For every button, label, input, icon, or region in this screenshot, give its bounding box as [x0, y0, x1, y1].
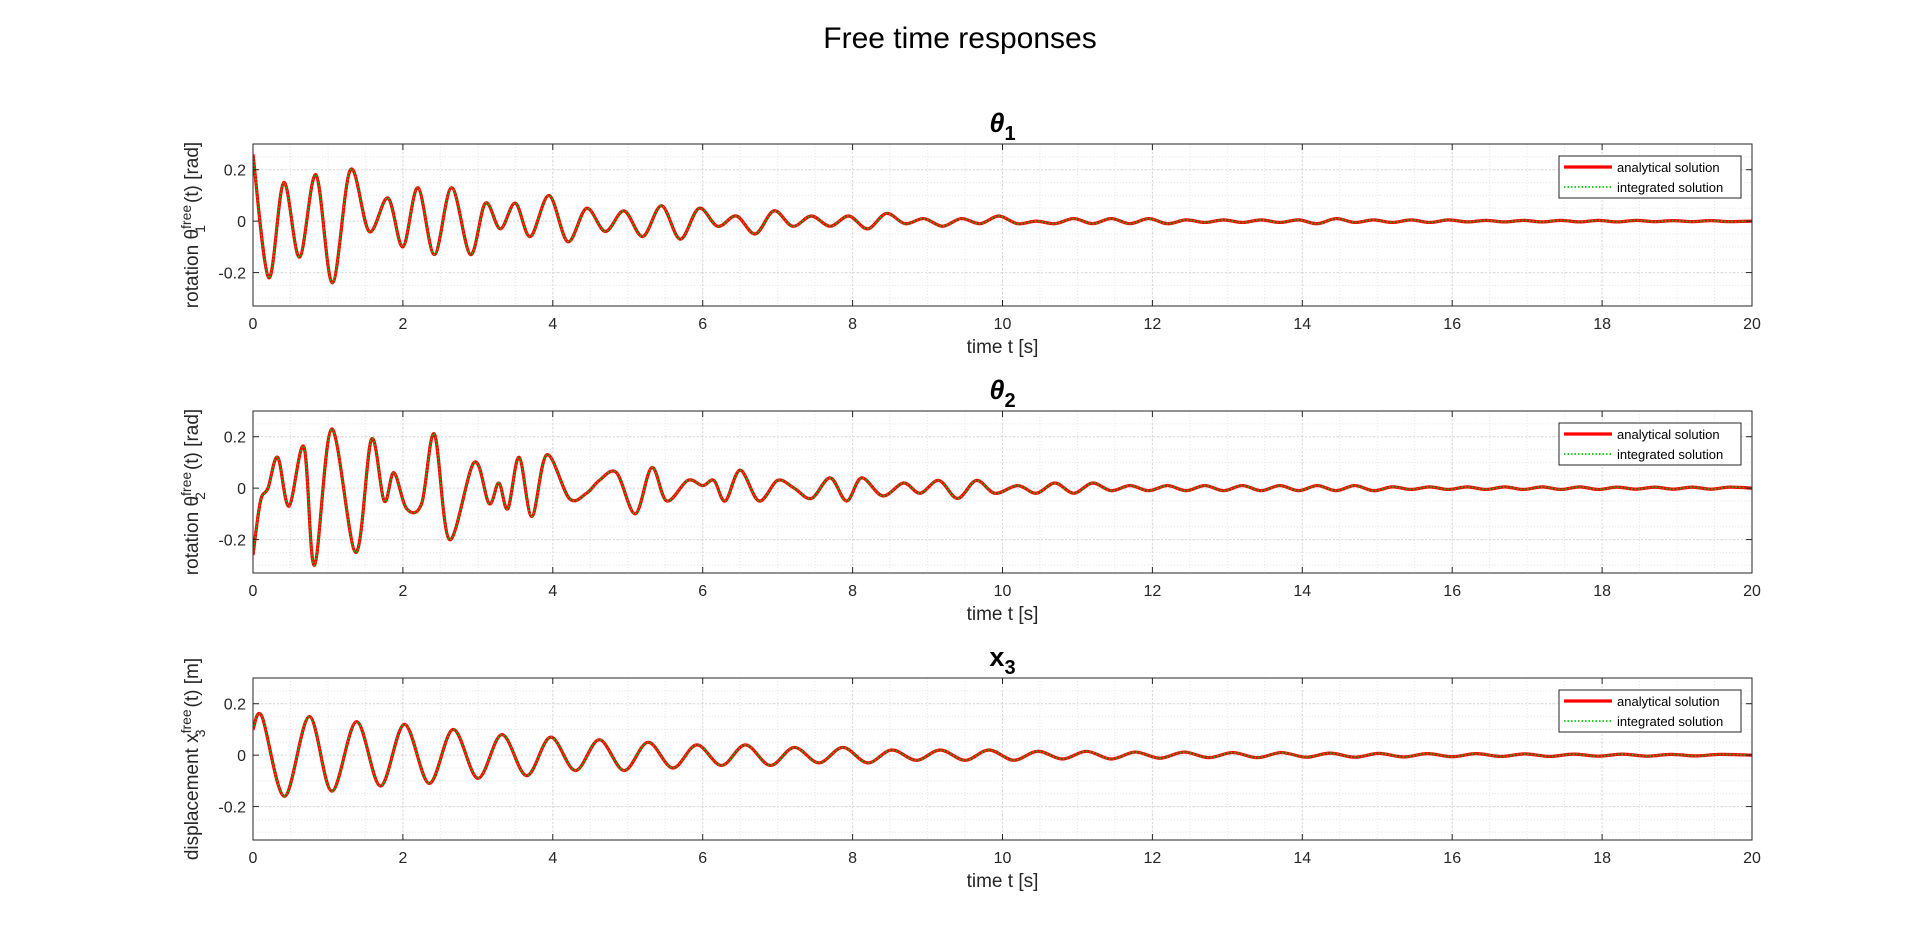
- legend-box: [1558, 155, 1742, 199]
- y-tick-label: 0.2: [224, 697, 246, 714]
- x-tick-label: 12: [1144, 316, 1162, 333]
- y-label-text: rotation θ: [182, 496, 203, 575]
- x-tick-label: 18: [1593, 583, 1611, 600]
- x-tick-label: 8: [848, 583, 857, 600]
- legend-label: analytical solution: [1617, 694, 1720, 709]
- x-tick-label: 10: [994, 316, 1012, 333]
- legend: analytical solution integrated solution: [1558, 155, 1742, 199]
- x-tick-label: 6: [698, 850, 707, 867]
- y-tick-label: 0.2: [224, 430, 246, 447]
- x-axis-label: time t [s]: [967, 337, 1039, 358]
- legend-label: integrated solution: [1617, 447, 1723, 462]
- y-tick-label: -0.2: [218, 266, 246, 283]
- series-analytical-line: [253, 154, 1752, 285]
- y-label-text-end: (t) [m]: [182, 658, 203, 708]
- x-tick-label: 18: [1593, 850, 1611, 867]
- subplot-title-main: θ: [989, 375, 1004, 405]
- x-tick-label: 8: [848, 316, 857, 333]
- series-group: [253, 711, 1752, 798]
- series-integrated-line: [253, 428, 1752, 567]
- legend-box: [1558, 689, 1742, 733]
- x-tick-label: 16: [1443, 316, 1461, 333]
- x-tick-label: 6: [698, 316, 707, 333]
- x-tick-label: 18: [1593, 316, 1611, 333]
- x-tick-label: 4: [548, 316, 557, 333]
- x-tick-label: 12: [1144, 850, 1162, 867]
- y-label-sup: free: [178, 709, 194, 733]
- x-tick-label: 2: [398, 850, 407, 867]
- y-tick-label: 0: [237, 481, 246, 498]
- y-label-text-end: (t) [rad]: [182, 142, 203, 203]
- legend-label: integrated solution: [1617, 180, 1723, 195]
- subplot-title-sub: 2: [1004, 390, 1015, 412]
- x-tick-label: 14: [1293, 583, 1311, 600]
- subplot-title: x3: [989, 642, 1015, 679]
- series-integrated-line: [253, 712, 1752, 798]
- y-tick-label: 0.2: [224, 163, 246, 180]
- y-axis-label: displacement xfree3 (t) [m]: [178, 658, 208, 860]
- x-tick-label: 20: [1743, 583, 1761, 600]
- y-axis-label: rotation θfree1 (t) [rad]: [178, 142, 208, 308]
- legend: analytical solution integrated solution: [1558, 689, 1742, 733]
- x-tick-label: 10: [994, 850, 1012, 867]
- x-tick-label: 20: [1743, 850, 1761, 867]
- x-tick-label: 0: [249, 583, 258, 600]
- x-tick-label: 12: [1144, 583, 1162, 600]
- y-axis-label: rotation θfree2 (t) [rad]: [178, 409, 208, 575]
- x-tick-label: 0: [249, 850, 258, 867]
- y-label-sub: 2: [192, 492, 208, 500]
- x-tick-label: 2: [398, 583, 407, 600]
- x-tick-label: 10: [994, 583, 1012, 600]
- subplot-title-main: θ: [989, 108, 1004, 138]
- y-label-text-end: (t) [rad]: [182, 409, 203, 470]
- x-tick-label: 2: [398, 316, 407, 333]
- y-label-sub: 3: [192, 729, 208, 737]
- x-tick-label: 8: [848, 850, 857, 867]
- subplot-title-main: x: [989, 642, 1004, 672]
- y-tick-label: 0: [237, 214, 246, 231]
- x-tick-label: 14: [1293, 316, 1311, 333]
- y-label-text: rotation θ: [182, 229, 203, 308]
- subplot-title: θ2: [989, 375, 1015, 412]
- x-tick-label: 20: [1743, 316, 1761, 333]
- legend-label: analytical solution: [1617, 427, 1720, 442]
- y-tick-label: -0.2: [218, 800, 246, 817]
- x-axis-label: time t [s]: [967, 604, 1039, 625]
- y-label-text: displacement x: [182, 733, 203, 860]
- legend-label: analytical solution: [1617, 160, 1720, 175]
- x-tick-label: 4: [548, 850, 557, 867]
- figure-title: Free time responses: [823, 22, 1097, 55]
- x-tick-label: 4: [548, 583, 557, 600]
- legend: analytical solution integrated solution: [1558, 422, 1742, 466]
- subplot-title-sub: 3: [1004, 657, 1015, 679]
- subplot-title-sub: 1: [1004, 123, 1015, 145]
- x-tick-label: 16: [1443, 850, 1461, 867]
- x-tick-label: 14: [1293, 850, 1311, 867]
- x-tick-label: 0: [249, 316, 258, 333]
- y-label-sup: free: [178, 205, 194, 229]
- y-label-sub: 1: [192, 225, 208, 233]
- subplot-title: θ1: [989, 108, 1015, 145]
- legend-box: [1558, 422, 1742, 466]
- y-label-sup: free: [178, 472, 194, 496]
- x-axis-label: time t [s]: [967, 871, 1039, 892]
- legend-label: integrated solution: [1617, 714, 1723, 729]
- y-tick-label: -0.2: [218, 533, 246, 550]
- y-tick-label: 0: [237, 748, 246, 765]
- series-group: [253, 427, 1752, 567]
- x-tick-label: 6: [698, 583, 707, 600]
- series-group: [253, 154, 1752, 285]
- x-tick-label: 16: [1443, 583, 1461, 600]
